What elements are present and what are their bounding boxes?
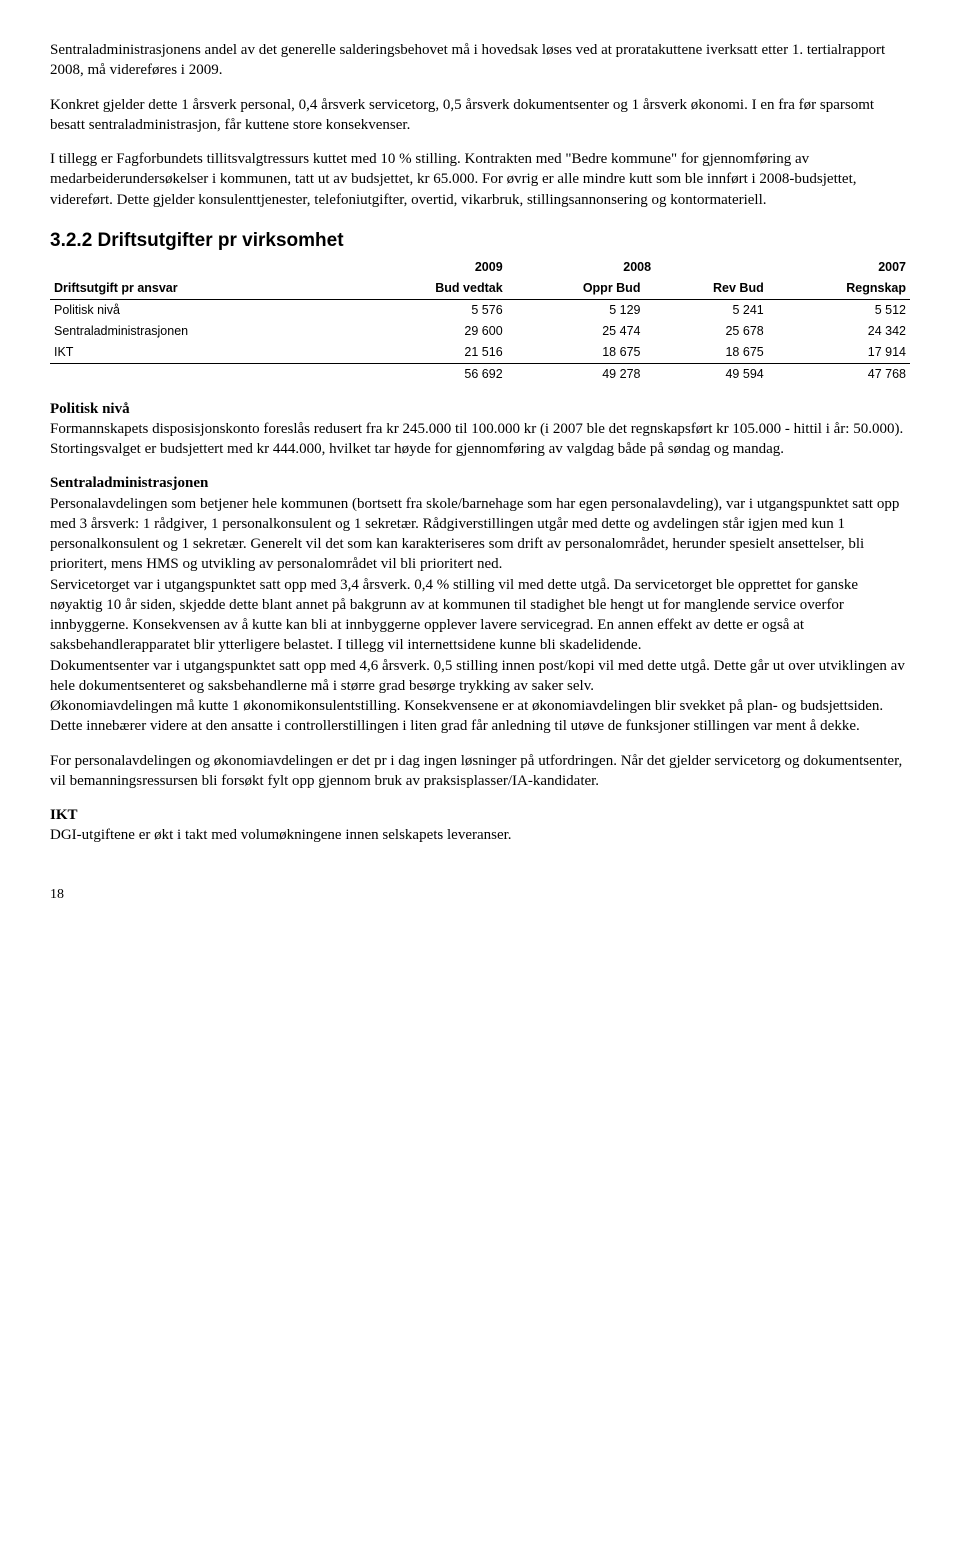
table-totals-row: 56 692 49 278 49 594 47 768 <box>50 363 910 384</box>
cell: 25 474 <box>507 321 645 342</box>
cell: 25 678 <box>644 321 767 342</box>
sentral-p1: Personalavdelingen som betjener hele kom… <box>50 494 910 575</box>
table-row: Politisk nivå 5 576 5 129 5 241 5 512 <box>50 300 910 321</box>
cell: 18 675 <box>507 342 645 363</box>
politisk-heading: Politisk nivå <box>50 399 910 419</box>
total-cell: 49 594 <box>644 363 767 384</box>
cell: 5 512 <box>768 300 910 321</box>
page-number: 18 <box>50 886 910 905</box>
total-cell: 49 278 <box>507 363 645 384</box>
ikt-heading: IKT <box>50 805 910 825</box>
table-row: Sentraladministrasjonen 29 600 25 474 25… <box>50 321 910 342</box>
intro-paragraph-1: Sentraladministrasjonens andel av det ge… <box>50 40 910 81</box>
intro-paragraph-2: Konkret gjelder dette 1 årsverk personal… <box>50 95 910 136</box>
col-label: Driftsutgift pr ansvar <box>50 278 348 299</box>
cell: 29 600 <box>348 321 506 342</box>
total-cell: 47 768 <box>768 363 910 384</box>
ikt-text: DGI-utgiftene er økt i takt med volumøkn… <box>50 825 910 845</box>
year-2009: 2009 <box>348 257 506 278</box>
row-label: Politisk nivå <box>50 300 348 321</box>
cell: 5 241 <box>644 300 767 321</box>
col-bud-vedtak: Bud vedtak <box>348 278 506 299</box>
col-rev-bud: Rev Bud <box>644 278 767 299</box>
section-heading: 3.2.2 Driftsutgifter pr virksomhet <box>50 228 910 254</box>
sentral-p3: Dokumentsenter var i utgangspunktet satt… <box>50 656 910 697</box>
year-2007: 2007 <box>768 257 910 278</box>
table-year-row: 2009 2008 2007 <box>50 257 910 278</box>
sentral-p5: For personalavdelingen og økonomiavdelin… <box>50 751 910 792</box>
driftsutgifter-table: 2009 2008 2007 Driftsutgift pr ansvar Bu… <box>50 257 910 384</box>
cell: 5 129 <box>507 300 645 321</box>
sentral-p2: Servicetorget var i utgangspunktet satt … <box>50 575 910 656</box>
row-label: Sentraladministrasjonen <box>50 321 348 342</box>
intro-paragraph-3: I tillegg er Fagforbundets tillitsvalgtr… <box>50 149 910 210</box>
cell: 21 516 <box>348 342 506 363</box>
sentral-p4: Økonomiavdelingen må kutte 1 økonomikons… <box>50 696 910 737</box>
table-header-row: Driftsutgift pr ansvar Bud vedtak Oppr B… <box>50 278 910 299</box>
sentral-heading: Sentraladministrasjonen <box>50 473 910 493</box>
cell: 18 675 <box>644 342 767 363</box>
cell: 5 576 <box>348 300 506 321</box>
col-oppr-bud: Oppr Bud <box>507 278 645 299</box>
year-2008: 2008 <box>507 257 768 278</box>
row-label: IKT <box>50 342 348 363</box>
cell: 24 342 <box>768 321 910 342</box>
total-cell: 56 692 <box>348 363 506 384</box>
politisk-text: Formannskapets disposisjonskonto foreslå… <box>50 419 910 460</box>
table-row: IKT 21 516 18 675 18 675 17 914 <box>50 342 910 363</box>
col-regnskap: Regnskap <box>768 278 910 299</box>
cell: 17 914 <box>768 342 910 363</box>
